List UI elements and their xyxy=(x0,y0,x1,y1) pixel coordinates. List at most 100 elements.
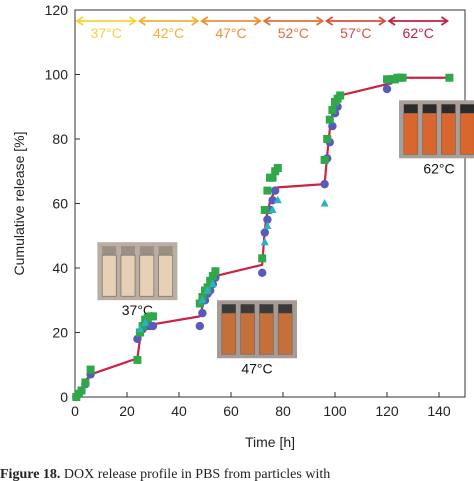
vial-body xyxy=(422,113,437,155)
data-point-circle xyxy=(382,84,392,94)
band-arrow-right-head xyxy=(253,16,262,26)
data-point-triangle xyxy=(203,286,212,294)
vial-cap xyxy=(441,104,456,114)
data-point-triangle xyxy=(320,199,329,207)
data-point-triangle xyxy=(273,195,282,204)
data-point-square xyxy=(258,254,267,263)
vial-cap xyxy=(240,304,255,314)
data-point-square xyxy=(81,378,90,387)
band-arrow-left-head xyxy=(137,16,146,26)
data-point-square xyxy=(328,105,337,114)
vial-body xyxy=(441,113,456,155)
y-tick-label: 20 xyxy=(52,325,68,341)
x-tick-label: 60 xyxy=(223,403,239,419)
data-point-square xyxy=(136,328,144,337)
data-point-square xyxy=(149,312,157,321)
y-tick-label: 40 xyxy=(52,260,68,276)
data-point-square xyxy=(263,186,272,195)
data-point-square xyxy=(445,73,454,82)
data-point-square xyxy=(325,115,334,124)
vial-cap xyxy=(102,246,117,256)
data-point-square xyxy=(320,155,329,164)
inset-label: 47°C xyxy=(241,360,272,376)
band-arrow-left-head xyxy=(387,16,396,26)
data-point-circle xyxy=(260,228,269,237)
x-tick-label: 140 xyxy=(427,403,451,419)
data-point-square xyxy=(260,205,269,214)
inset-photo xyxy=(399,100,474,159)
vial-body xyxy=(459,113,474,155)
data-point-triangle xyxy=(136,324,144,333)
data-point-triangle xyxy=(263,221,272,230)
band-arrow-left-head xyxy=(262,16,271,26)
vial-cap xyxy=(460,104,474,114)
data-point-square xyxy=(268,173,277,182)
band-arrow-right-head xyxy=(440,16,450,26)
data-point-square xyxy=(195,299,204,308)
x-tick-label: 80 xyxy=(275,403,291,419)
data-point-square xyxy=(398,73,407,82)
data-point-square xyxy=(208,272,217,281)
band-label: 57°C xyxy=(340,25,371,41)
vial-body xyxy=(277,312,293,355)
vial-cap xyxy=(259,304,274,314)
vial-cap xyxy=(121,246,135,256)
data-point-triangle xyxy=(141,318,150,326)
axes: 0 20 40 60 80 100 120 140 0 20 40 60 80 100 120 xyxy=(45,2,466,419)
vial-cap xyxy=(139,246,154,256)
caption-text: DOX release profile in PBS from particle… xyxy=(60,468,331,481)
x-tick-label: 120 xyxy=(375,403,399,419)
data-point-square xyxy=(336,91,345,100)
x-axis-label: Time [h] xyxy=(245,434,295,450)
y-axis-label: Cumulative release [%] xyxy=(11,132,27,276)
data-point-circle xyxy=(195,321,204,331)
band-label: 37°C xyxy=(91,25,122,41)
vial-body xyxy=(221,312,237,355)
data-point-circle xyxy=(148,321,158,331)
inset-photo xyxy=(97,242,178,301)
figure-caption: Figure 18. DOX release profile in PBS fr… xyxy=(0,468,474,481)
inset-photos: 37°C47°C62°C xyxy=(97,100,474,376)
vial-cap xyxy=(422,104,437,114)
data-points xyxy=(72,73,454,402)
vial-body xyxy=(139,254,155,297)
data-point-square xyxy=(206,276,215,285)
x-tick-label: 40 xyxy=(171,403,187,419)
data-point-triangle xyxy=(268,205,277,213)
band-label: 62°C xyxy=(403,25,434,41)
inset-label: 62°C xyxy=(423,160,454,176)
y-tick-label: 120 xyxy=(45,2,69,18)
data-point-square xyxy=(133,355,142,364)
band-arrow-right-head xyxy=(191,16,200,26)
data-point-square xyxy=(138,322,147,331)
vial-cap xyxy=(221,304,236,314)
vial-cap xyxy=(158,246,173,256)
data-point-circle xyxy=(328,121,337,131)
data-point-triangle xyxy=(260,237,269,246)
inset-photo xyxy=(217,300,297,359)
x-tick-label: 0 xyxy=(71,403,79,419)
y-tick-label: 80 xyxy=(52,131,68,147)
vial-body xyxy=(403,113,419,155)
vial-body xyxy=(240,312,255,355)
x-tick-label: 100 xyxy=(323,403,347,419)
x-tick-label: 20 xyxy=(119,403,135,419)
y-tick-label: 0 xyxy=(60,389,68,405)
data-point-square xyxy=(77,386,86,395)
data-point-square xyxy=(211,267,220,276)
y-tick-label: 100 xyxy=(45,67,69,83)
data-point-square xyxy=(323,135,332,143)
band-label: 42°C xyxy=(153,25,184,41)
vial-cap xyxy=(278,304,293,314)
data-point-triangle xyxy=(208,279,217,288)
band-arrow-right-head xyxy=(316,16,325,26)
band-arrow-right-head xyxy=(378,16,387,26)
data-point-circle xyxy=(198,308,207,318)
data-point-square xyxy=(86,365,95,374)
data-point-triangle xyxy=(198,295,207,304)
data-point-circle xyxy=(133,334,142,344)
y-tick-label: 60 xyxy=(52,196,68,212)
vial-body xyxy=(158,254,173,297)
band-label: 47°C xyxy=(215,25,246,41)
